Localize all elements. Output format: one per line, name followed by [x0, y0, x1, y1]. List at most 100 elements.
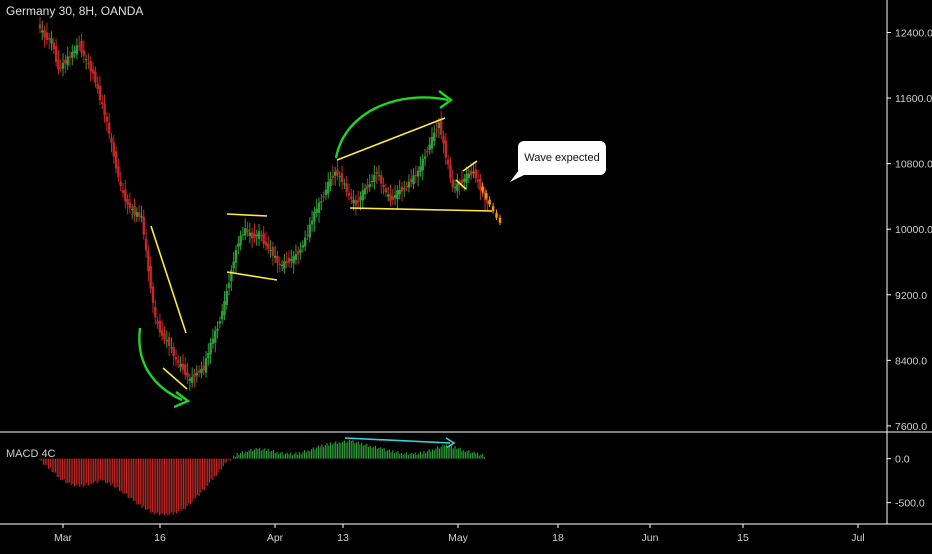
- candle-body: [442, 135, 445, 144]
- candle-body: [250, 232, 254, 239]
- candle-body: [294, 254, 298, 260]
- price-tick-label: 10800.0: [895, 159, 932, 171]
- candle-body: [165, 340, 169, 342]
- candle-body: [77, 45, 81, 47]
- candle-body: [75, 45, 79, 55]
- candle-body: [112, 142, 115, 157]
- candle-body: [419, 166, 422, 172]
- chart-title: Germany 30, 8H, OANDA: [6, 4, 144, 18]
- candle-body: [101, 102, 104, 105]
- candle-body: [333, 171, 337, 176]
- candle-body: [463, 178, 466, 182]
- candle-body: [476, 179, 480, 182]
- time-tick-label: 15: [737, 532, 749, 544]
- time-tick-label: May: [448, 532, 469, 544]
- candle-body: [140, 215, 143, 218]
- candle-body: [80, 40, 83, 53]
- candle-body: [370, 181, 374, 183]
- candle-body: [89, 61, 92, 72]
- candle-body: [396, 190, 399, 200]
- candle-body: [177, 360, 180, 364]
- candle-body: [336, 169, 339, 176]
- candle-body: [329, 178, 332, 187]
- candle-body: [453, 186, 457, 189]
- candle-body: [474, 169, 477, 179]
- candle-body: [57, 59, 60, 70]
- candle-body: [149, 266, 152, 289]
- candle-body: [61, 62, 65, 69]
- candle-body: [285, 261, 288, 264]
- candle-body: [486, 201, 489, 204]
- rectangle-bottom-line: [226, 271, 278, 281]
- candle-body: [373, 174, 376, 183]
- candle-body: [410, 178, 413, 183]
- candle-body: [71, 51, 74, 58]
- macd-tick-label: -500.0: [895, 498, 925, 510]
- candle-body: [350, 196, 353, 200]
- candle-body: [472, 171, 475, 174]
- candle-body: [54, 46, 58, 62]
- candle-body: [50, 38, 53, 44]
- candle-body: [117, 166, 120, 178]
- candle-body: [403, 188, 406, 190]
- candle-body: [230, 270, 233, 282]
- wedge-lower-line: [162, 367, 188, 390]
- candle-body: [188, 378, 192, 381]
- candle-body: [382, 184, 385, 188]
- candle-body: [253, 233, 256, 239]
- candle-body: [278, 264, 281, 266]
- candle-body: [430, 136, 434, 149]
- rebound-arrow-head: [173, 391, 191, 409]
- candle-body: [167, 337, 171, 346]
- candle-body: [292, 255, 295, 264]
- candle-body: [181, 363, 185, 370]
- projection-candle: [495, 212, 498, 218]
- candle-body: [193, 373, 196, 378]
- candle-body: [340, 173, 344, 183]
- projected-candles: [481, 183, 502, 226]
- wedge-upper-line: [150, 225, 187, 334]
- candle-body: [179, 363, 182, 368]
- candle-body: [352, 199, 355, 204]
- candle-body: [170, 347, 173, 349]
- candle-body: [147, 250, 150, 272]
- rally-arrow-head: [438, 90, 454, 109]
- candle-body: [184, 364, 187, 375]
- candle-body: [299, 249, 302, 253]
- candle-body: [84, 59, 88, 61]
- candle-body: [440, 120, 443, 135]
- candle-body: [435, 129, 438, 131]
- candle-body: [248, 232, 252, 237]
- candle-body: [186, 372, 189, 377]
- candle-body: [356, 200, 360, 203]
- candle-body: [82, 50, 86, 56]
- candle-body: [45, 32, 49, 41]
- candle-body: [426, 151, 429, 153]
- candle-body: [260, 235, 263, 237]
- time-tick-label: 16: [154, 532, 166, 544]
- projection-candle: [488, 199, 491, 205]
- macd-histogram: [39, 439, 485, 516]
- candle-body: [195, 372, 198, 376]
- candle-body: [94, 71, 97, 83]
- candle-body: [315, 208, 318, 213]
- candle-body: [161, 330, 164, 336]
- candle-body: [393, 195, 397, 198]
- candle-body: [209, 342, 212, 355]
- candle-body: [214, 330, 217, 343]
- candle-body: [204, 358, 208, 373]
- candle-body: [389, 194, 392, 202]
- candle-body: [142, 216, 145, 235]
- candle-body: [223, 300, 226, 316]
- candle-body: [345, 183, 348, 192]
- candle-body: [368, 184, 371, 187]
- candle-body: [283, 261, 286, 269]
- indicator-label: MACD 4C: [6, 448, 56, 460]
- candle-body: [246, 229, 249, 232]
- projection-candle: [484, 193, 488, 199]
- rectangle-top-line: [226, 213, 268, 217]
- candle-body: [59, 67, 62, 69]
